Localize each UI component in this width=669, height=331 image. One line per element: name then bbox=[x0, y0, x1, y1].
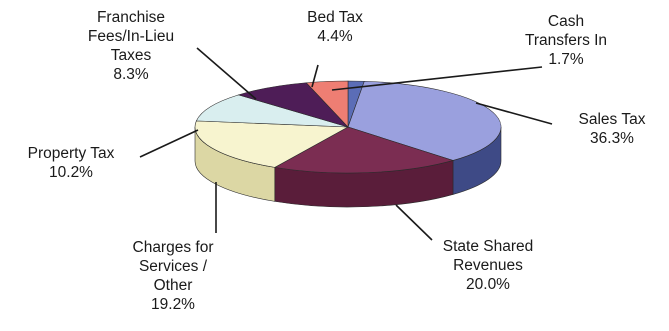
slice-name-state-shared-revenues: Revenues bbox=[453, 257, 523, 274]
slice-name-franchise-fees-in-lieu-taxes: Taxes bbox=[111, 47, 152, 64]
pie-slice-state-shared-revenues bbox=[273, 126, 455, 174]
slice-value-state-shared-revenues: 20.0% bbox=[466, 276, 510, 293]
slice-value-franchise-fees-in-lieu-taxes: 8.3% bbox=[113, 66, 149, 83]
leader-line-franchise-fees-in-lieu-taxes bbox=[196, 47, 257, 100]
slice-value-sales-tax: 36.3% bbox=[590, 130, 634, 147]
slice-value-property-tax: 10.2% bbox=[49, 164, 93, 181]
slice-name-charges-for-services-other: Services / bbox=[139, 258, 208, 275]
leader-line-sales-tax bbox=[475, 102, 553, 125]
slice-name-charges-for-services-other: Other bbox=[154, 277, 193, 294]
slice-name-franchise-fees-in-lieu-taxes: Fees/In-Lieu bbox=[88, 28, 174, 45]
leader-line-bed-tax bbox=[311, 64, 319, 88]
slice-value-bed-tax: 4.4% bbox=[317, 28, 353, 45]
pie-slice-sales-tax bbox=[347, 80, 502, 161]
slice-value-charges-for-services-other: 19.2% bbox=[151, 296, 195, 313]
slice-name-cash-transfers-in: Cash bbox=[548, 13, 584, 30]
pie-slice-bed-tax bbox=[305, 80, 349, 128]
pie-slice-property-tax bbox=[195, 94, 349, 128]
leader-line-property-tax bbox=[139, 129, 199, 158]
pie-sides bbox=[194, 126, 502, 208]
leader-line-cash-transfers-in bbox=[331, 66, 543, 91]
slice-name-cash-transfers-in: Transfers In bbox=[525, 32, 607, 49]
slice-name-franchise-fees-in-lieu-taxes: Franchise bbox=[97, 9, 165, 26]
slice-name-sales-tax: Sales Tax bbox=[579, 111, 646, 128]
pie-tops bbox=[194, 80, 502, 174]
slice-name-charges-for-services-other: Charges for bbox=[133, 239, 214, 256]
slice-value-cash-transfers-in: 1.7% bbox=[548, 51, 584, 68]
slice-name-property-tax: Property Tax bbox=[28, 145, 115, 162]
slice-name-bed-tax: Bed Tax bbox=[307, 9, 363, 26]
slice-labels: Cash Transfers In 1.7% Sales Tax 36.3% State … bbox=[28, 9, 646, 313]
leader-line-state-shared-revenues bbox=[395, 204, 433, 241]
leader-lines bbox=[139, 47, 553, 241]
slice-name-state-shared-revenues: State Shared bbox=[443, 238, 533, 255]
pie-slice-charges-for-services-other bbox=[194, 120, 350, 168]
